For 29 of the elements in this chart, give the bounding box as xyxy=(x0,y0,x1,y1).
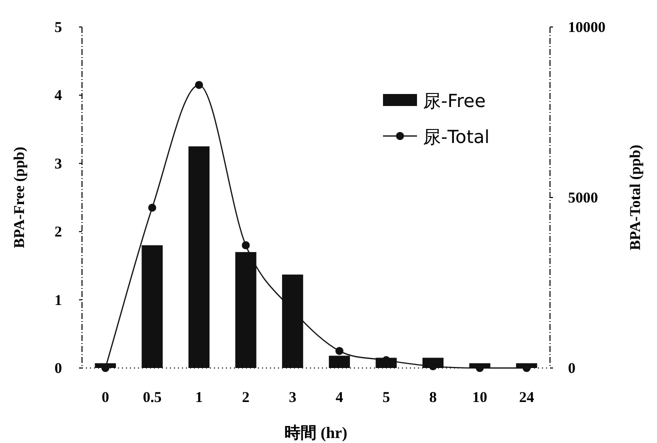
y2-tick-label: 5000 xyxy=(568,190,598,206)
y-tick-label: 3 xyxy=(54,156,62,172)
x-tick-label: 0 xyxy=(102,390,110,406)
x-tick-label: 10 xyxy=(472,390,488,406)
x-axis-title: 時間 (hr) xyxy=(284,424,348,442)
legend-label: 尿-Total xyxy=(423,127,490,148)
point xyxy=(195,80,203,89)
y-axis-title: BPA-Free (ppb) xyxy=(12,146,28,248)
y2-axis-title: BPA-Total (ppb) xyxy=(628,144,644,250)
x-tick-label: 4 xyxy=(336,390,344,406)
bar xyxy=(188,146,210,368)
y-tick-label: 5 xyxy=(54,20,62,36)
y-tick-label: 4 xyxy=(54,88,62,104)
x-tick-label: 8 xyxy=(429,390,437,406)
legend-label: 尿-Free xyxy=(423,91,486,112)
y2-tick-label: 0 xyxy=(568,361,576,377)
point xyxy=(148,204,156,212)
y-tick-label: 0 xyxy=(54,361,62,377)
x-tick-label: 1 xyxy=(195,390,203,406)
y-tick-label: 2 xyxy=(54,224,62,241)
y-tick-label: 1 xyxy=(54,292,62,309)
point xyxy=(242,241,250,250)
x-tick-label: 2 xyxy=(242,390,250,406)
x-tick-label: 0.5 xyxy=(142,390,162,406)
x-tick-label: 5 xyxy=(382,390,390,406)
x-tick-label: 24 xyxy=(519,390,535,406)
point xyxy=(335,346,344,355)
x-tick-label: 3 xyxy=(288,390,296,406)
y2-tick-label: 10000 xyxy=(568,20,606,36)
